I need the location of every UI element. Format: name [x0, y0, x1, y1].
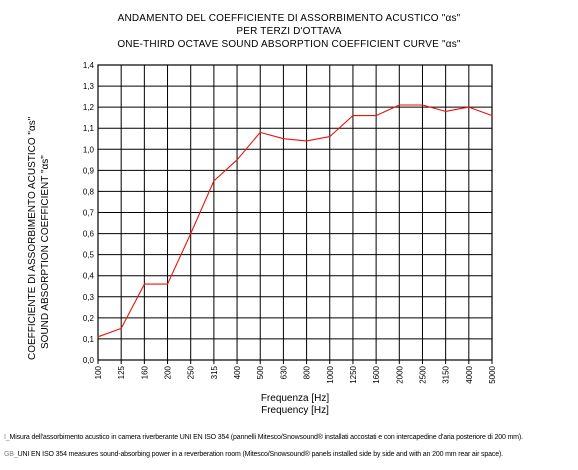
absorption-data-point [166, 283, 169, 285]
y-tick-label: 1,3 [83, 82, 95, 91]
chart-title-line-2: PER TERZI D'OTTAVA [236, 26, 342, 37]
y-tick-label: 1,4 [83, 61, 95, 70]
absorption-data-point [468, 106, 470, 108]
y-tick-label: 1,2 [83, 103, 95, 112]
y-tick-label: 0,4 [83, 272, 95, 281]
x-tick-label: 125 [117, 365, 126, 379]
x-tick-label: 1000 [326, 365, 335, 383]
x-tick-label: 5000 [488, 365, 497, 383]
x-axis-label-line-2: Frequency [Hz] [261, 405, 329, 416]
x-tick-label: 1600 [372, 365, 381, 383]
absorption-data-point [421, 104, 424, 106]
x-tick-label: 1250 [349, 365, 358, 383]
x-tick-label: 630 [279, 365, 288, 379]
y-tick-label: 0,3 [83, 293, 95, 302]
absorption-data-point [398, 104, 400, 106]
absorption-data-point [445, 110, 447, 112]
absorption-data-point [352, 114, 354, 117]
absorption-data-point [143, 283, 145, 285]
y-tick-label: 1,1 [83, 124, 95, 133]
y-tick-label: 0,8 [83, 187, 95, 196]
x-tick-label: 2500 [418, 365, 427, 383]
y-tick-label: 0,7 [83, 209, 95, 218]
x-tick-label: 4000 [465, 365, 474, 383]
absorption-data-point [236, 159, 238, 161]
y-tick-label: 0,1 [83, 335, 95, 344]
footnote-english-prefix: GB_ [4, 451, 18, 458]
y-tick-label: 1,0 [83, 145, 95, 154]
absorption-data-point [213, 180, 215, 182]
x-tick-label: 250 [187, 365, 196, 379]
footnote-english: GB_UNI EN ISO 354 measures sound-absorbi… [4, 451, 503, 458]
x-tick-label: 160 [140, 365, 149, 379]
footnote-italian: I_Misura dell'assorbimento acustico in c… [4, 434, 523, 441]
absorption-data-point [97, 336, 99, 338]
x-tick-label: 3150 [442, 365, 451, 383]
x-tick-label: 500 [256, 365, 265, 379]
plot-frame [97, 64, 493, 361]
x-tick-label: 200 [164, 365, 173, 379]
absorption-data-point [190, 232, 192, 235]
x-tick-label: 100 [94, 365, 103, 379]
y-tick-label: 0,9 [83, 166, 95, 175]
x-axis-label-line-1: Frequenza [Hz] [260, 393, 330, 404]
absorption-data-point [491, 114, 493, 117]
x-tick-label: 800 [303, 365, 312, 379]
y-tick-label: 0,5 [83, 251, 95, 260]
footnote-english-text: UNI EN ISO 354 measures sound-absorbing … [17, 451, 504, 458]
absorption-series-line [97, 104, 493, 338]
y-tick-label: 0,2 [83, 314, 95, 323]
absorption-data-point [305, 140, 308, 142]
absorption-data-point [375, 114, 377, 117]
y-tick-label: 0,6 [83, 230, 95, 239]
chart-title-line-3: ONE-THIRD OCTAVE SOUND ABSORPTION COEFFI… [117, 39, 461, 50]
absorption-data-point [259, 131, 261, 134]
x-tick-label: 2000 [395, 365, 404, 383]
footnote-italian-prefix: I_ [4, 434, 10, 441]
y-tick-label: 0,0 [83, 356, 95, 365]
absorption-data-point [120, 327, 122, 329]
absorption-data-point [329, 136, 331, 138]
absorption-data-point [282, 138, 285, 140]
footnote-italian-text: Misura dell'assorbimento acustico in cam… [9, 434, 523, 441]
chart-title-line-1: ANDAMENTO DEL COEFFICIENTE DI ASSORBIMEN… [117, 13, 461, 24]
x-tick-label: 315 [210, 365, 219, 379]
x-tick-label: 400 [233, 365, 242, 379]
